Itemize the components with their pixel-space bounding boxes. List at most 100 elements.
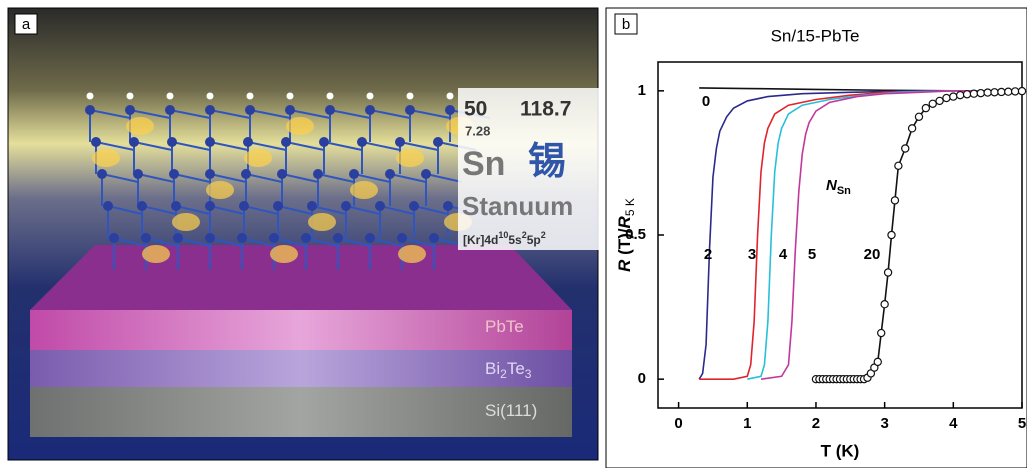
atom (433, 137, 443, 147)
orbital (308, 213, 336, 231)
atom (205, 201, 215, 211)
orbital (396, 149, 424, 167)
atom (375, 201, 385, 211)
atom (333, 233, 343, 243)
atom (125, 105, 135, 115)
atomic-mass: 118.7 (520, 98, 571, 121)
atom (273, 201, 283, 211)
data-point (895, 162, 902, 169)
layer-label: Si(111) (485, 401, 537, 420)
y-axis-label-part: R (615, 259, 634, 272)
h-atom (247, 93, 254, 100)
data-point (891, 197, 898, 204)
atom (357, 137, 367, 147)
data-point (878, 329, 885, 336)
atom (349, 169, 359, 179)
data-point (970, 90, 977, 97)
atom (167, 137, 177, 147)
layer-label-part: Te (507, 359, 525, 378)
x-tick-label: 0 (674, 415, 682, 432)
atom (445, 105, 455, 115)
data-point (1012, 88, 1019, 95)
layer-label-part: Si(111) (485, 401, 537, 420)
atom (205, 169, 215, 179)
atom (245, 105, 255, 115)
orbital (398, 245, 426, 263)
atom (319, 137, 329, 147)
atomic-number: 50 (464, 98, 487, 121)
annotation-part: Sn (837, 185, 851, 197)
atom (205, 105, 215, 115)
atom (103, 201, 113, 211)
atom (421, 169, 431, 179)
atom (173, 233, 183, 243)
orbital (126, 117, 154, 135)
atom (429, 233, 439, 243)
curve-label: 5 (808, 246, 816, 263)
figure: 50 118.7 7.28 Sn 锡 Stanuum [Kr]4d105s25p… (0, 0, 1027, 468)
h-atom (367, 93, 374, 100)
h-atom (447, 93, 454, 100)
configuration-part: 5p (527, 233, 541, 247)
atom (171, 201, 181, 211)
h-atom (287, 93, 294, 100)
h-atom (407, 93, 414, 100)
curve-label: 4 (779, 246, 788, 263)
data-point (984, 89, 991, 96)
data-point (991, 89, 998, 96)
atom (307, 201, 317, 211)
data-point (1005, 88, 1012, 95)
data-point (888, 231, 895, 238)
h-atom (127, 93, 134, 100)
orbital (286, 117, 314, 135)
configuration-part: 5s (508, 233, 522, 247)
atom (241, 169, 251, 179)
atom (325, 105, 335, 115)
x-tick-label: 5 (1018, 415, 1026, 432)
chart-title: Sn/15-PbTe (771, 26, 860, 45)
chinese-name: 锡 (528, 141, 566, 183)
data-point (950, 93, 957, 100)
panel-label: a (22, 16, 31, 33)
atom (301, 233, 311, 243)
data-point (929, 100, 936, 107)
atom (129, 137, 139, 147)
h-atom (207, 93, 214, 100)
atom (397, 233, 407, 243)
x-axis-label: T (K) (821, 441, 860, 460)
atom (97, 169, 107, 179)
density: 7.28 (465, 123, 490, 138)
atom (141, 233, 151, 243)
surface-top (30, 245, 572, 310)
atom (237, 233, 247, 243)
atom (395, 137, 405, 147)
latin-name: Stanuum (462, 191, 573, 221)
atom (137, 201, 147, 211)
h-atom (327, 93, 334, 100)
data-point (884, 269, 891, 276)
orbital (270, 245, 298, 263)
layer-label-part: PbTe (485, 317, 524, 336)
data-point (936, 97, 943, 104)
configuration-part: 10 (498, 230, 508, 240)
atom (365, 105, 375, 115)
data-point (881, 301, 888, 308)
orbital (92, 149, 120, 167)
atom (243, 137, 253, 147)
atom (109, 233, 119, 243)
atom (85, 105, 95, 115)
atom (285, 105, 295, 115)
atom (341, 201, 351, 211)
h-atom (167, 93, 174, 100)
atom (443, 201, 453, 211)
orbital (142, 245, 170, 263)
data-point (957, 92, 964, 99)
atom (133, 169, 143, 179)
layer-label: PbTe (485, 317, 524, 336)
atom (169, 169, 179, 179)
orbital (172, 213, 200, 231)
data-point (909, 125, 916, 132)
panel-label: b (622, 16, 630, 33)
y-axis-label-part: (T)/ (615, 228, 634, 259)
orbital (244, 149, 272, 167)
